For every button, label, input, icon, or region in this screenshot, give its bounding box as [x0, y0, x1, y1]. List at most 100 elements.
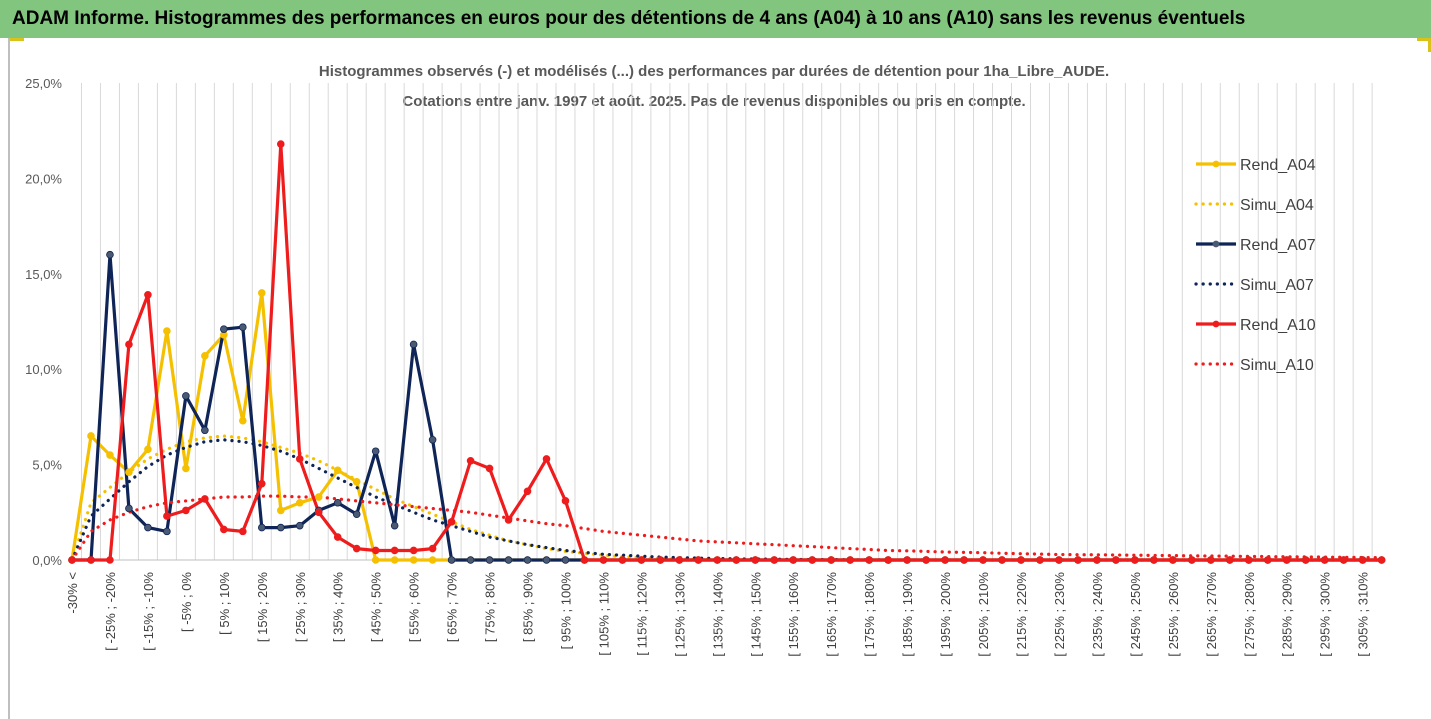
series-point-rend_a07 [295, 521, 304, 530]
x-tick-label: [ 135% ; 140% [710, 572, 725, 657]
series-point-rend_a10 [960, 556, 968, 564]
series-point-rend_a10 [1263, 556, 1272, 564]
series-point-rend_a07 [276, 523, 285, 532]
legend-marker [1212, 320, 1220, 328]
series-point-rend_a10 [751, 556, 760, 564]
series-point-rend_a04 [333, 466, 342, 475]
series-point-rend_a07 [561, 556, 570, 564]
x-tick-label: [ 75% ; 80% [483, 572, 498, 643]
series-point-rend_a10 [1377, 556, 1386, 564]
series-point-rend_a10 [903, 556, 911, 564]
x-tick-label: [ 85% ; 90% [521, 572, 536, 643]
x-tick-label: [ -5% ; 0% [179, 572, 194, 632]
series-point-rend_a04 [106, 451, 114, 459]
series-point-rend_a07 [333, 498, 342, 507]
series-point-rend_a04 [163, 327, 171, 335]
x-tick-label: [ 175% ; 180% [862, 572, 877, 657]
series-point-rend_a07 [125, 504, 133, 513]
x-tick-label: [ 255% ; 260% [1166, 572, 1181, 657]
series-point-rend_a10 [618, 556, 627, 564]
legend: Rend_A04 Simu_A04 Rend_A07 Simu_A07 Rend_A10… [1194, 157, 1316, 374]
chart-subtitle: Cotations entre janv. 1997 et août. 2025… [402, 93, 1025, 110]
series-point-rend_a04 [182, 464, 190, 473]
series-point-rend_a10 [68, 556, 76, 564]
x-tick-label: [ 145% ; 150% [748, 572, 763, 657]
series-point-rend_a10 [295, 455, 304, 463]
x-tick-label: [ 105% ; 110% [596, 572, 611, 656]
series-point-rend_a10 [447, 518, 456, 526]
series-point-rend_a07 [352, 510, 361, 519]
series-point-rend_a10 [808, 556, 817, 564]
series-point-rend_a10 [656, 556, 665, 564]
x-tick-label: [ 25% ; 30% [293, 572, 308, 643]
series-point-rend_a10 [409, 546, 418, 555]
series-point-rend_a10 [941, 556, 949, 564]
series-point-rend_a07 [409, 340, 418, 349]
series-point-rend_a10 [333, 533, 342, 541]
x-tick-label: [ 225% ; 230% [1052, 572, 1067, 657]
series-point-rend_a04 [144, 445, 152, 454]
series-point-rend_a10 [106, 556, 114, 564]
y-tick-label: 5,0% [32, 458, 62, 473]
x-tick-label: [ 35% ; 40% [331, 572, 346, 643]
series-point-rend_a04 [201, 352, 209, 360]
series-point-rend_a07 [144, 523, 152, 532]
series-point-rend_a04 [371, 556, 380, 564]
series-point-rend_a10 [523, 487, 532, 496]
x-tick-label: [ 155% ; 160% [786, 572, 801, 657]
series-point-rend_a04 [125, 468, 133, 477]
series-point-rend_a10 [1282, 556, 1291, 564]
x-tick-label: [ 285% ; 290% [1280, 572, 1295, 657]
series-point-rend_a04 [428, 556, 437, 564]
legend-label: Rend_A04 [1240, 157, 1316, 174]
series-point-rend_a10 [485, 464, 494, 473]
x-tick-label: [ 275% ; 280% [1242, 572, 1257, 657]
series-point-rend_a07 [371, 447, 380, 456]
series-point-rend_a10 [1036, 556, 1044, 564]
x-tick-label: [ 205% ; 210% [976, 572, 991, 657]
series-point-rend_a07 [523, 556, 532, 564]
x-tick-label: [ 15% ; 20% [255, 572, 270, 643]
series-point-rend_a10 [732, 556, 741, 564]
series-point-rend_a10 [276, 140, 285, 148]
y-tick-label: 15,0% [25, 267, 62, 282]
series-point-rend_a04 [257, 289, 266, 297]
series-point-rend_a10 [390, 546, 399, 555]
x-tick-label: [ 245% ; 250% [1128, 572, 1143, 657]
series-point-rend_a10 [542, 455, 551, 463]
x-tick-label: [ 265% ; 270% [1204, 572, 1219, 657]
series-point-rend_a10 [1188, 556, 1196, 564]
x-tick-label: [ 125% ; 130% [672, 572, 687, 657]
series-point-rend_a07 [504, 556, 513, 564]
x-tick-label: -30% < [65, 572, 80, 614]
x-tick-label: [ 115% ; 120% [634, 572, 649, 656]
series-point-rend_a04 [276, 506, 285, 515]
series-point-rend_a10 [1074, 556, 1082, 564]
x-tick-label: [ 185% ; 190% [900, 572, 915, 657]
series-point-rend_a10 [998, 556, 1006, 564]
series-point-rend_a10 [865, 556, 873, 564]
series-point-rend_a10 [1301, 556, 1310, 564]
series-point-rend_a10 [694, 556, 703, 564]
series-point-rend_a10 [1131, 556, 1139, 564]
series-point-rend_a10 [87, 556, 95, 564]
series-point-rend_a10 [504, 516, 513, 524]
series-point-rend_a07 [485, 556, 494, 564]
series-point-rend_a10 [163, 512, 171, 520]
series-point-rend_a10 [1225, 556, 1234, 564]
legend-label: Simu_A10 [1240, 357, 1314, 374]
x-tick-label: [ 165% ; 170% [824, 572, 839, 657]
series-point-rend_a10 [144, 290, 152, 299]
report-banner-title: ADAM Informe. Histogrammes des performan… [12, 8, 1246, 29]
series-point-rend_a10 [1244, 556, 1253, 564]
legend-label: Simu_A07 [1240, 277, 1314, 294]
series-point-rend_a10 [1320, 556, 1329, 564]
series-point-rend_a07 [163, 527, 171, 536]
x-tick-label: [ 55% ; 60% [407, 572, 422, 643]
series-point-rend_a10 [239, 527, 247, 536]
x-tick-label: [ -15% ; -10% [141, 572, 156, 651]
series-point-rend_a07 [239, 323, 247, 332]
x-tick-label: [ 5% ; 10% [217, 572, 232, 635]
x-tick-label: [ 235% ; 240% [1090, 572, 1105, 657]
